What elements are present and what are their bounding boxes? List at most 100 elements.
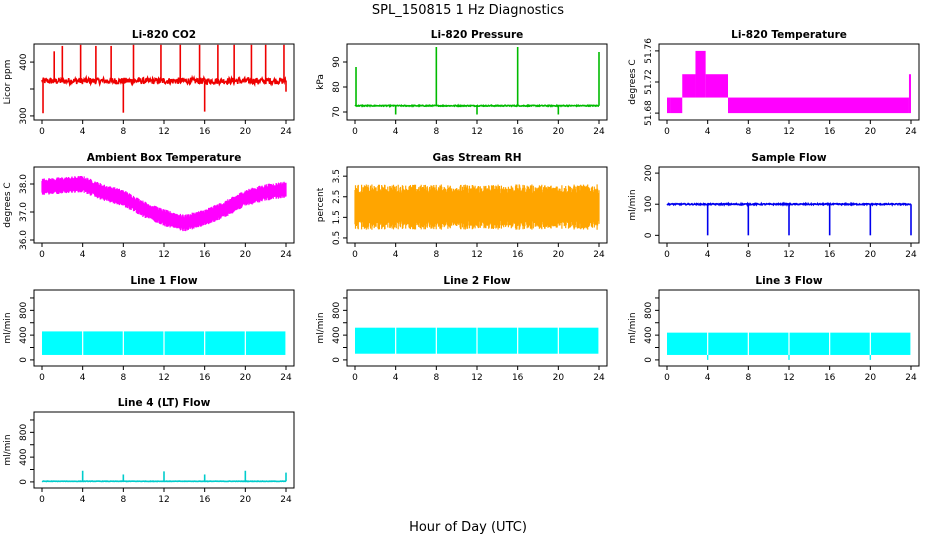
step-segment — [908, 74, 911, 114]
data-series — [42, 329, 287, 357]
y-tick-label: 100 — [644, 195, 654, 212]
y-axis-label: ml/min — [316, 312, 326, 343]
x-tick-label: 8 — [433, 127, 439, 137]
y-tick-label: 3.5 — [332, 169, 342, 183]
x-tick-label: 12 — [471, 127, 482, 137]
data-series — [41, 176, 287, 232]
panel-title: Li-820 CO2 — [132, 29, 196, 41]
x-tick-label: 12 — [158, 373, 169, 383]
y-axis-label: kPa — [316, 74, 326, 90]
y-tick-label: 51.68 — [644, 100, 654, 126]
y-tick-label: 1.5 — [332, 210, 342, 224]
x-tick-label: 0 — [352, 250, 358, 260]
panel-title: Line 3 Flow — [755, 275, 822, 287]
y-tick-label: 51.76 — [644, 38, 654, 64]
data-series — [666, 201, 912, 236]
series-band — [41, 176, 287, 232]
panel-9: Line 4 (LT) Flow ml/min 0 4 8 12 16 20 24 0 400 800 — [3, 397, 295, 505]
y-axis-label: ml/min — [3, 312, 13, 343]
x-tick-label: 4 — [80, 250, 86, 260]
y-tick-label: 0 — [19, 357, 29, 363]
data-series — [355, 325, 600, 356]
panel-title: Ambient Box Temperature — [87, 152, 242, 164]
x-tick-label: 20 — [865, 127, 877, 137]
x-tick-label: 0 — [664, 127, 670, 137]
x-tick-label: 8 — [120, 373, 126, 383]
panel-title: Line 1 Flow — [130, 275, 197, 287]
y-tick-label: 400 — [19, 448, 29, 465]
step-segment — [695, 50, 706, 98]
x-tick-label: 12 — [471, 373, 482, 383]
panel-title: Line 4 (LT) Flow — [118, 397, 211, 409]
x-tick-label: 8 — [433, 373, 439, 383]
x-tick-label: 24 — [593, 250, 605, 260]
panel-0: Li-820 CO2 Licor ppm 0 4 8 12 16 20 24 300 400 — [3, 29, 295, 137]
x-tick-label: 16 — [512, 373, 524, 383]
y-axis-label: ml/min — [628, 312, 638, 343]
y-axis-label: ml/min — [628, 189, 638, 220]
x-tick-label: 20 — [240, 250, 252, 260]
panel-1: Li-820 Pressure kPa 0 4 8 12 16 20 24 70 80 90 — [316, 29, 608, 137]
x-tick-label: 24 — [280, 127, 292, 137]
x-tick-label: 20 — [865, 373, 877, 383]
panel-7: Line 2 Flow ml/min 0 4 8 12 16 20 24 0 400 800 — [316, 275, 608, 383]
panel-6: Line 1 Flow ml/min 0 4 8 12 16 20 24 0 400 800 — [3, 275, 295, 383]
x-tick-label: 12 — [158, 127, 169, 137]
x-tick-label: 8 — [120, 250, 126, 260]
x-tick-label: 0 — [39, 127, 45, 137]
x-tick-label: 24 — [593, 127, 605, 137]
y-axis-label: percent — [316, 187, 326, 222]
x-tick-label: 8 — [745, 250, 751, 260]
x-tick-label: 20 — [553, 127, 565, 137]
x-tick-label: 4 — [705, 250, 711, 260]
data-series — [354, 47, 600, 115]
y-tick-label: 800 — [19, 301, 29, 318]
x-tick-label: 16 — [199, 250, 211, 260]
panel-title: Li-820 Temperature — [731, 29, 847, 41]
y-tick-label: 0 — [19, 479, 29, 485]
x-tick-label: 16 — [824, 127, 836, 137]
x-tick-label: 24 — [905, 127, 917, 137]
x-tick-label: 4 — [705, 373, 711, 383]
x-tick-label: 8 — [745, 373, 751, 383]
x-tick-label: 12 — [158, 250, 169, 260]
y-tick-label: 0 — [644, 357, 654, 363]
x-tick-label: 20 — [865, 250, 877, 260]
step-segment — [667, 97, 671, 114]
x-tick-label: 16 — [824, 373, 836, 383]
x-tick-label: 12 — [158, 495, 169, 505]
figure-title: SPL_150815 1 Hz Diagnostics — [372, 3, 564, 18]
x-tick-label: 16 — [199, 127, 211, 137]
x-tick-label: 0 — [352, 127, 358, 137]
panel-title: Line 2 Flow — [443, 275, 510, 287]
series-band — [354, 184, 600, 230]
y-axis-label: degrees C — [3, 182, 13, 227]
x-tick-label: 12 — [783, 127, 794, 137]
y-tick-label: 70 — [332, 106, 342, 118]
x-tick-label: 16 — [512, 127, 524, 137]
y-tick-label: 400 — [19, 326, 29, 343]
panel-title: Li-820 Pressure — [431, 29, 524, 41]
panel-title: Gas Stream RH — [432, 152, 521, 164]
y-tick-label: 2.5 — [332, 190, 342, 204]
x-tick-label: 0 — [39, 495, 45, 505]
x-tick-label: 0 — [39, 250, 45, 260]
x-tick-label: 4 — [705, 127, 711, 137]
panel-3: Ambient Box Temperature degrees C 0 4 8 12 16 2… — [3, 152, 295, 260]
y-axis-label: ml/min — [3, 434, 13, 465]
panel-8: Line 3 Flow ml/min 0 4 8 12 16 20 24 0 400 800 — [628, 275, 920, 383]
y-tick-label: 38.0 — [19, 174, 29, 194]
x-tick-label: 20 — [240, 373, 252, 383]
series-line — [41, 74, 287, 88]
x-tick-label: 0 — [39, 373, 45, 383]
data-series — [354, 184, 600, 230]
y-axis-label: Licor ppm — [3, 60, 13, 105]
y-tick-label: 36.0 — [19, 230, 29, 250]
x-tick-label: 8 — [433, 250, 439, 260]
step-segment — [705, 74, 728, 98]
data-series — [41, 44, 287, 114]
x-tick-label: 4 — [80, 373, 86, 383]
y-tick-label: 80 — [332, 81, 342, 93]
